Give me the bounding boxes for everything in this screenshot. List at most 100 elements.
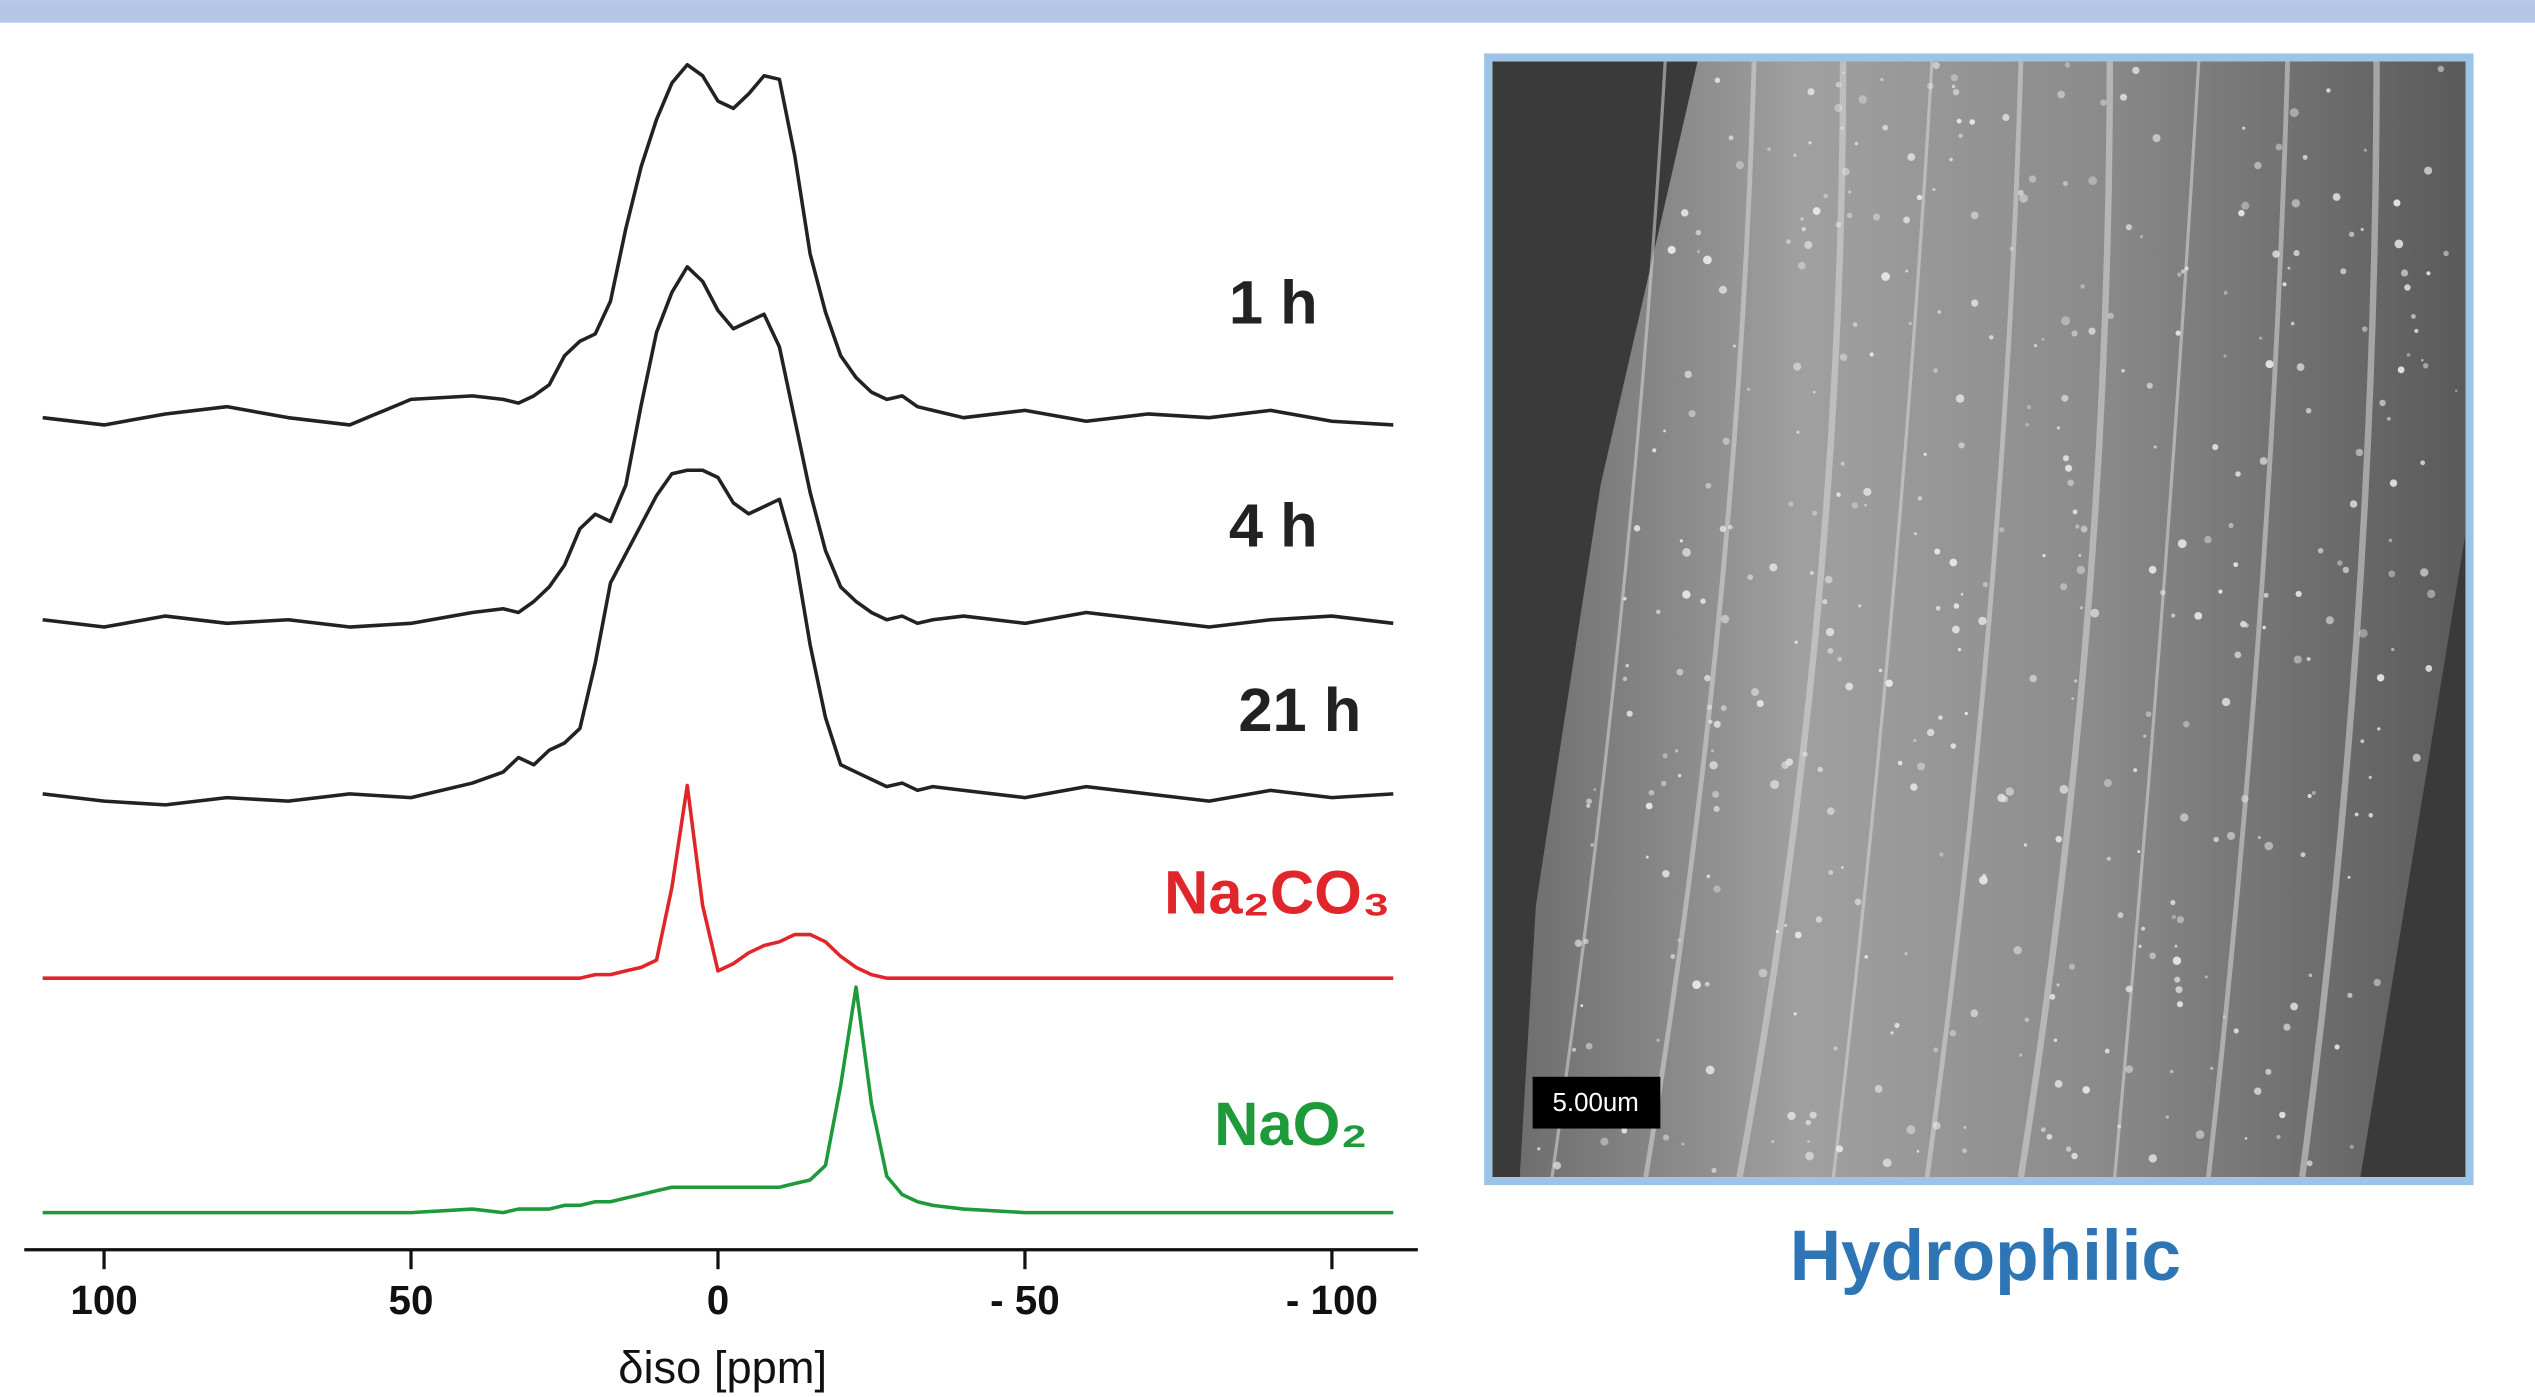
particle (1627, 711, 1633, 717)
particle (2379, 400, 2385, 406)
particle (1834, 1046, 1838, 1050)
particle (1999, 527, 2004, 532)
particle (2389, 539, 2393, 543)
particle (2177, 1001, 2183, 1007)
particle (2355, 812, 2359, 816)
particle (1818, 767, 1823, 772)
particle (1904, 952, 1907, 955)
particle (1825, 576, 1833, 584)
particle (1917, 1150, 1920, 1153)
particle (1907, 153, 1915, 161)
particle (1688, 410, 1695, 417)
particle (2183, 721, 2189, 727)
particle (2180, 813, 2188, 821)
particle (1806, 1120, 1811, 1125)
particle (1751, 688, 1759, 696)
particle (1971, 299, 1978, 306)
particle (1933, 368, 1938, 373)
spectrum-line (43, 65, 1394, 425)
particle (1784, 924, 1787, 927)
particle (1909, 322, 1913, 326)
particle (2307, 1160, 2313, 1166)
particle (2337, 560, 2342, 565)
particle (1864, 504, 1867, 507)
particle (2234, 651, 2241, 658)
particle (2359, 629, 2368, 638)
particle (2326, 88, 2331, 93)
particle (1715, 78, 1720, 83)
particle (2426, 271, 2430, 275)
particle (1721, 705, 1727, 711)
particle (2132, 67, 2139, 74)
particle (2272, 250, 2279, 257)
particle (1713, 886, 1720, 893)
particle (2218, 590, 2222, 594)
particle (1572, 1048, 1576, 1052)
particle (1949, 559, 1957, 567)
particle (2177, 272, 2181, 276)
particle (2362, 326, 2367, 331)
particle (2238, 210, 2244, 216)
particle (1663, 753, 1668, 758)
particle (1914, 532, 1917, 535)
particle (2057, 983, 2060, 986)
particle (1934, 548, 1940, 554)
particle (2071, 330, 2077, 336)
particle (2241, 202, 2249, 210)
particle (1837, 657, 1842, 662)
particle (1963, 1126, 1966, 1129)
particle (2176, 331, 2181, 336)
particle (1757, 700, 1764, 707)
particle (2233, 562, 2238, 567)
particle (1729, 135, 1734, 140)
particle (1827, 807, 1835, 815)
particle (2074, 679, 2077, 682)
particle (1663, 1135, 1669, 1141)
particle (1898, 761, 1903, 766)
particle (2194, 612, 2202, 620)
particle (2309, 974, 2313, 978)
particle (1759, 969, 1768, 978)
particle (1682, 548, 1691, 557)
particle (1845, 683, 1853, 691)
particle (2335, 1044, 2340, 1049)
particle (2138, 945, 2141, 948)
particle (2411, 314, 2416, 319)
particle (1858, 604, 1861, 607)
particle (2104, 779, 2112, 787)
particle (1905, 270, 1908, 273)
particle (2404, 284, 2410, 290)
particle (1841, 462, 1845, 466)
particle (2133, 768, 2137, 772)
particle (2318, 548, 2323, 553)
particle (2407, 353, 2411, 357)
particle (1957, 119, 1962, 124)
particle (2125, 1065, 2133, 1073)
particle (1834, 104, 1842, 112)
particle (2312, 791, 2316, 795)
particle (1875, 1085, 1883, 1093)
particle (1800, 217, 1803, 220)
particle (2057, 426, 2060, 429)
particle (2241, 795, 2249, 803)
particle (1835, 222, 1841, 228)
particle (2177, 916, 2184, 923)
particle (2401, 269, 2408, 276)
particle (2061, 316, 2070, 325)
particle (1855, 142, 1859, 146)
particle (2283, 1024, 2290, 1031)
particle (2160, 590, 2166, 596)
particle (2088, 328, 2095, 335)
particle (2395, 240, 2404, 249)
particle (1787, 1112, 1795, 1120)
top-bar (0, 0, 2535, 23)
particle (1879, 669, 1883, 673)
particle (1537, 1147, 1540, 1150)
particle (1970, 1009, 1978, 1017)
particle (2143, 735, 2146, 738)
particle (2369, 776, 2372, 779)
particle (2343, 567, 2349, 573)
particle (1804, 241, 1812, 249)
particle (1807, 88, 1814, 95)
particle (1634, 525, 1640, 531)
